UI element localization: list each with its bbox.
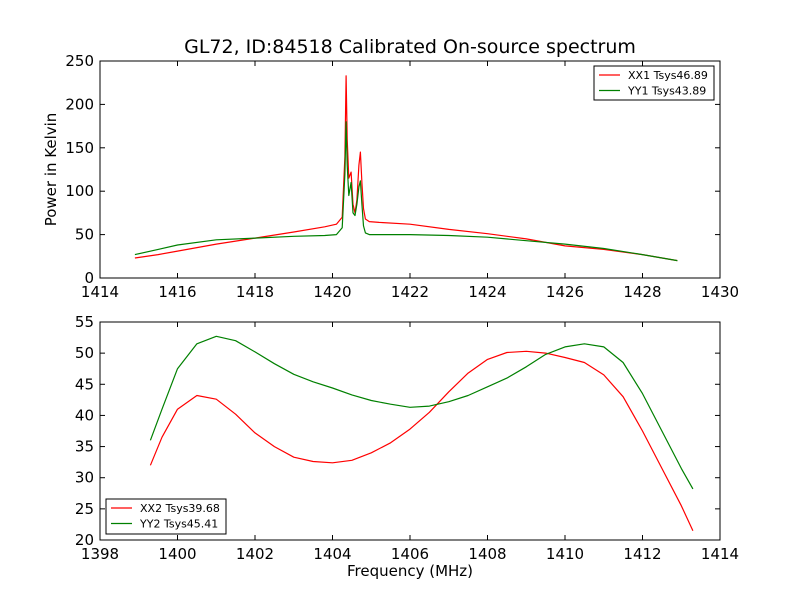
y-tick-label: 0 bbox=[84, 269, 94, 287]
legend-entry-xx2: XX2 Tsys39.68 bbox=[140, 502, 220, 515]
legend: XX2 Tsys39.68 YY2 Tsys45.41 bbox=[105, 498, 227, 535]
legend-entry-yy1: YY1 Tsys43.89 bbox=[627, 85, 706, 98]
y-tick-label: 200 bbox=[65, 95, 94, 113]
series-line-xx2 bbox=[149, 350, 694, 531]
x-tick-label: 1404 bbox=[313, 545, 351, 563]
x-tick-label: 1402 bbox=[236, 545, 274, 563]
x-tick-label: 1414 bbox=[701, 545, 739, 563]
x-tick-label: 1416 bbox=[158, 283, 196, 301]
x-tick-label: 1412 bbox=[623, 545, 661, 563]
x-tick-label: 1420 bbox=[313, 283, 351, 301]
y-tick-label: 35 bbox=[75, 438, 94, 456]
y-axis-label: Power in Kelvin bbox=[42, 113, 60, 227]
x-tick-label: 1426 bbox=[546, 283, 584, 301]
y-tick-label: 20 bbox=[75, 531, 94, 549]
y-tick-label: 25 bbox=[75, 500, 94, 518]
bottom-spectrum-panel: 1398 1400 1402 1404 1406 1408 1410 1412 1414 20 25… bbox=[75, 313, 739, 580]
y-tick-label: 30 bbox=[75, 469, 94, 487]
chart-title: GL72, ID:84518 Calibrated On-source spec… bbox=[184, 36, 636, 58]
x-tick-label: 1418 bbox=[236, 283, 274, 301]
y-tick-label: 100 bbox=[65, 182, 94, 200]
x-tick-label: 1422 bbox=[391, 283, 429, 301]
top-spectrum-panel: 1414 1416 1418 1420 1422 1424 1426 1428 1430 0 50 1… bbox=[42, 52, 739, 301]
legend-entry-xx1: XX1 Tsys46.89 bbox=[628, 69, 708, 82]
legend-box bbox=[105, 498, 227, 535]
y-tick-label: 50 bbox=[75, 344, 94, 362]
y-tick-label: 250 bbox=[65, 52, 94, 70]
series-line-yy2 bbox=[149, 335, 694, 490]
y-tick-label: 55 bbox=[75, 313, 94, 331]
x-tick-label: 1398 bbox=[81, 545, 119, 563]
x-tick-label: 1428 bbox=[623, 283, 661, 301]
legend: XX1 Tsys46.89 YY1 Tsys43.89 bbox=[593, 65, 715, 101]
y-tick-label: 150 bbox=[65, 139, 94, 157]
y-tick-label: 40 bbox=[75, 406, 94, 424]
x-tick-label: 1414 bbox=[81, 283, 119, 301]
x-tick-label: 1406 bbox=[391, 545, 429, 563]
series-line-yy1 bbox=[134, 121, 678, 262]
x-tick-label: 1410 bbox=[546, 545, 584, 563]
x-tick-label: 1408 bbox=[468, 545, 506, 563]
x-tick-label: 1430 bbox=[701, 283, 739, 301]
legend-box bbox=[593, 65, 715, 101]
y-tick-label: 50 bbox=[75, 226, 94, 244]
x-tick-label: 1400 bbox=[158, 545, 196, 563]
x-axis-label: Frequency (MHz) bbox=[347, 562, 473, 580]
legend-entry-yy2: YY2 Tsys45.41 bbox=[139, 518, 218, 531]
x-tick-label: 1424 bbox=[468, 283, 506, 301]
y-tick-label: 45 bbox=[75, 375, 94, 393]
